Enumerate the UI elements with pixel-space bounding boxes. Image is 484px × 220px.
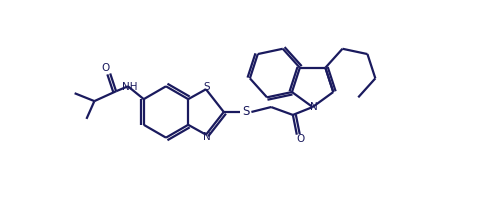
Text: O: O	[296, 134, 304, 144]
Text: S: S	[203, 82, 210, 92]
Text: S: S	[242, 105, 249, 119]
Text: NH: NH	[122, 82, 137, 92]
Text: N: N	[309, 102, 317, 112]
Text: O: O	[101, 62, 109, 73]
Text: N: N	[203, 132, 211, 142]
